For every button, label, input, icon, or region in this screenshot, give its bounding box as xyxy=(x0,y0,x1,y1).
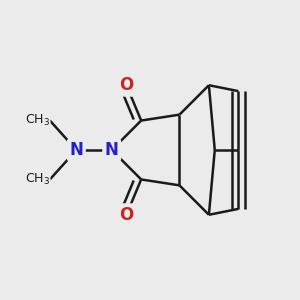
Text: N: N xyxy=(70,141,83,159)
Text: CH$_3$: CH$_3$ xyxy=(25,113,50,128)
Text: CH$_3$: CH$_3$ xyxy=(25,172,50,187)
Text: N: N xyxy=(105,141,119,159)
Text: O: O xyxy=(119,76,134,94)
Text: O: O xyxy=(119,206,134,224)
